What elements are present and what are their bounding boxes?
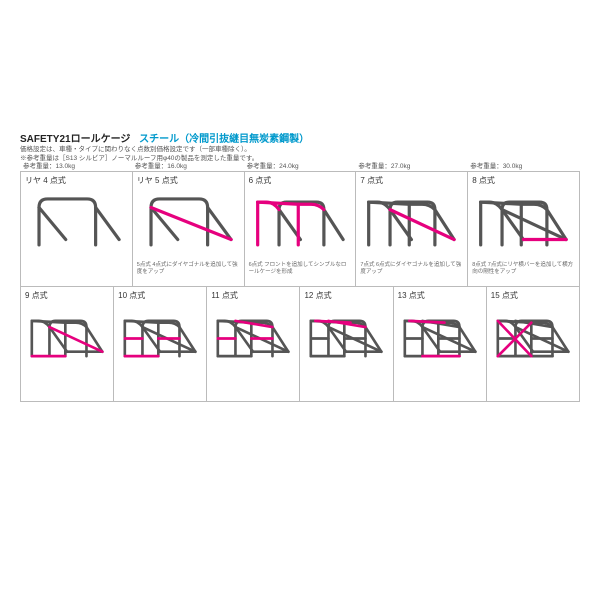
grid-row-2: 9 点式 10 点式 11 点式 12 点式 13 点式 15 点式 xyxy=(20,287,580,402)
cage-diagram xyxy=(116,301,204,376)
title-sub: スチール（冷間引抜継目無炭素鋼製） xyxy=(139,134,309,145)
cell-label: 9 点式 xyxy=(25,290,111,301)
cage-cell: 10 点式 xyxy=(114,287,207,402)
cell-label: 15 点式 xyxy=(491,290,577,301)
cell-label: 11 点式 xyxy=(211,290,297,301)
cage-diagram xyxy=(209,301,297,376)
cell-label: 12 点式 xyxy=(304,290,390,301)
cage-diagram xyxy=(247,186,354,261)
cage-cell: 9 点式 xyxy=(21,287,114,402)
cell-label: リヤ 4 点式 xyxy=(25,175,130,186)
cage-diagram xyxy=(470,186,577,261)
cage-cell: 参考重量：16.0kgリヤ 5 点式5点式 4点式にダイヤゴナルを追加して強度を… xyxy=(133,172,245,287)
cage-cell: 参考重量：27.0kg7 点式7点式 6点式にダイヤゴナルを追加して強度アップ xyxy=(356,172,468,287)
cage-cell: 参考重量：13.0kgリヤ 4 点式 xyxy=(21,172,133,287)
cage-cell: 11 点式 xyxy=(207,287,300,402)
cell-caption: 5点式 4点式にダイヤゴナルを追加して強度をアップ xyxy=(135,261,242,276)
weight-label: 参考重量：27.0kg xyxy=(358,160,410,170)
cage-diagram xyxy=(358,186,465,261)
cell-caption: 7点式 6点式にダイヤゴナルを追加して強度アップ xyxy=(358,261,465,276)
cage-diagram xyxy=(396,301,484,376)
weight-label: 参考重量：24.0kg xyxy=(247,160,299,170)
cell-label: 7 点式 xyxy=(360,175,465,186)
cell-label: 6 点式 xyxy=(249,175,354,186)
cage-cell: 13 点式 xyxy=(394,287,487,402)
cell-label: リヤ 5 点式 xyxy=(137,175,242,186)
header: SAFETY21ロールケージ スチール（冷間引抜継目無炭素鋼製） 価格設定は、車… xyxy=(20,130,580,163)
weight-label: 参考重量：16.0kg xyxy=(135,160,187,170)
cage-cell: 15 点式 xyxy=(487,287,580,402)
cage-diagram xyxy=(23,301,111,376)
weight-label: 参考重量：13.0kg xyxy=(23,160,75,170)
cell-label: 10 点式 xyxy=(118,290,204,301)
cell-caption: 6点式 フロントを追加してシンプルなロールケージを形成 xyxy=(247,261,354,276)
cage-diagram xyxy=(302,301,390,376)
cell-caption: 8点式 7点式にリヤ横バーを追加して横方向の剛性をアップ xyxy=(470,261,577,276)
weight-label: 参考重量：30.0kg xyxy=(470,160,522,170)
cage-diagram xyxy=(135,186,242,261)
cage-cell: 参考重量：30.0kg8 点式8点式 7点式にリヤ横バーを追加して横方向の剛性を… xyxy=(468,172,580,287)
grid-row-1: 参考重量：13.0kgリヤ 4 点式参考重量：16.0kgリヤ 5 点式5点式 … xyxy=(20,171,580,287)
cell-label: 13 点式 xyxy=(398,290,484,301)
cage-diagram xyxy=(489,301,577,376)
title-line: SAFETY21ロールケージ スチール（冷間引抜継目無炭素鋼製） xyxy=(20,130,580,145)
title-main: SAFETY21ロールケージ xyxy=(20,134,130,145)
cell-label: 8 点式 xyxy=(472,175,577,186)
desc-line-1: 価格設定は、車種・タイプに関わりなく点数別価格設定です（一部車種除く）。 xyxy=(20,145,580,154)
cage-cell: 参考重量：24.0kg6 点式6点式 フロントを追加してシンプルなロールケージを… xyxy=(245,172,357,287)
cage-diagram xyxy=(23,186,130,261)
cage-cell: 12 点式 xyxy=(300,287,393,402)
